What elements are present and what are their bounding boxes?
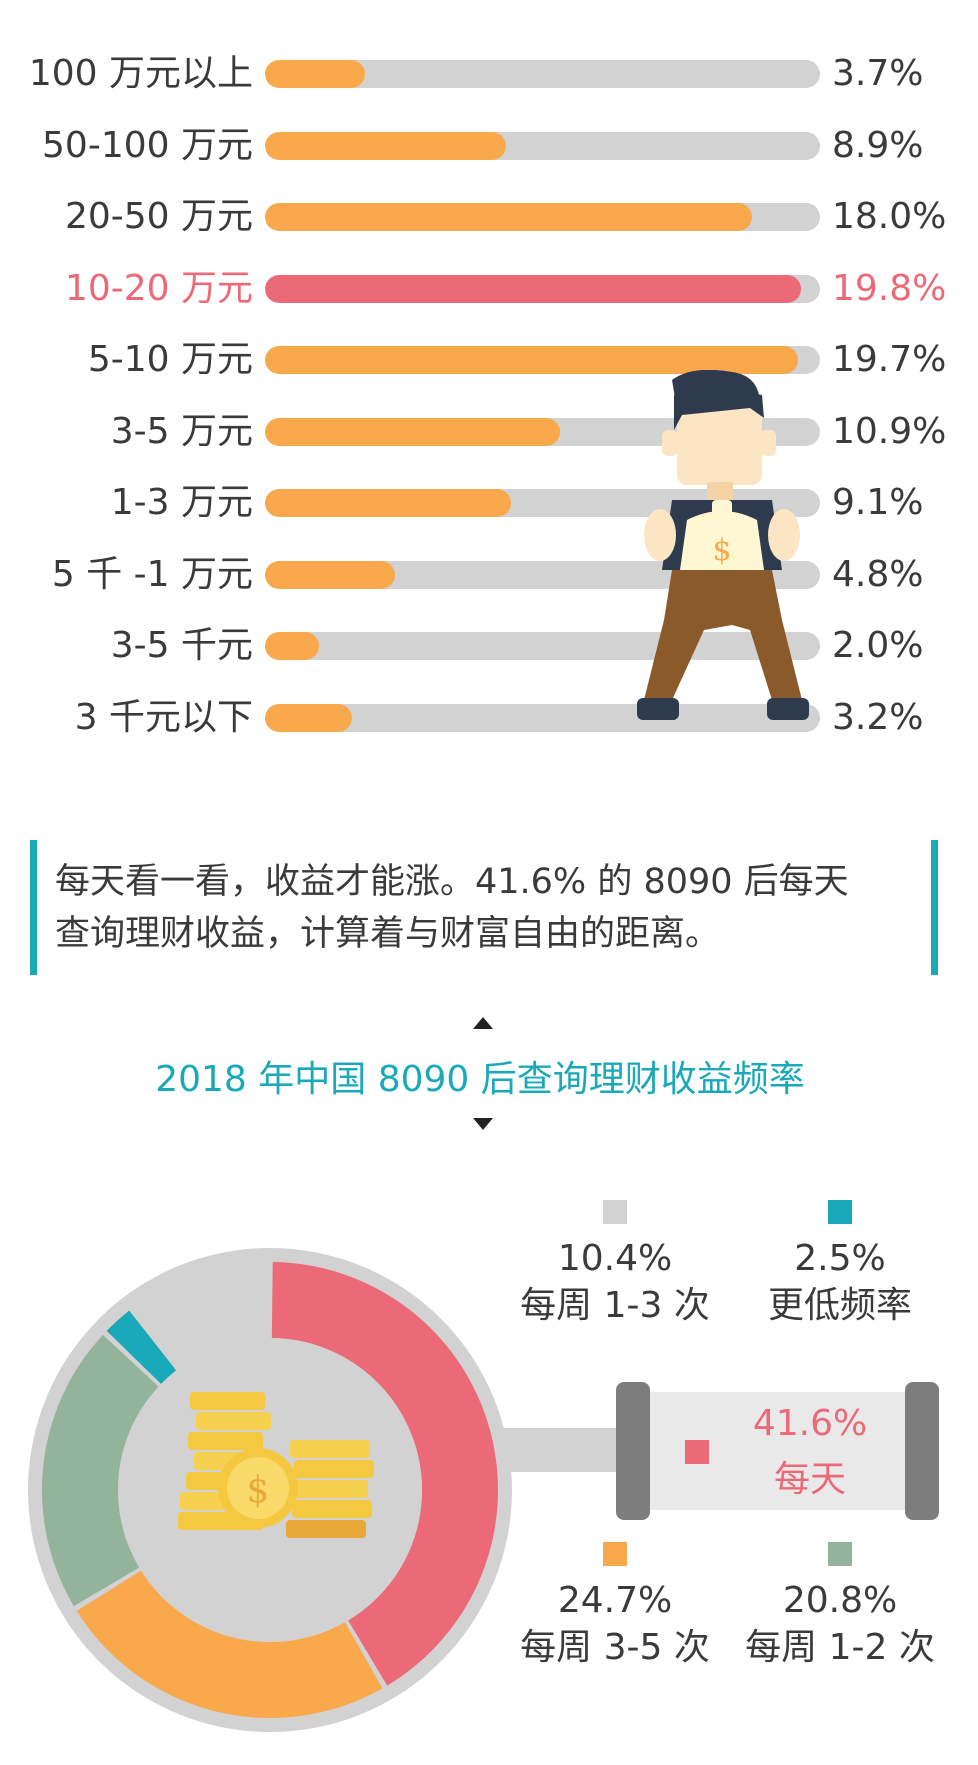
legend-swatch-sage	[828, 1542, 852, 1566]
bar-row: 3-5 万元 10.9%	[0, 404, 978, 460]
legend-swatch-gray	[603, 1200, 627, 1224]
bar	[265, 417, 561, 446]
legend-label-weekly-3-5: 每周 3-5 次	[520, 1627, 710, 1668]
bar-value-label: 9.1%	[832, 482, 924, 523]
bar-category-label: 10-20 万元	[64, 267, 253, 309]
triangle-up-icon	[473, 1017, 493, 1029]
caption-line-2: 查询理财收益，计算着与财富自由的距离。	[55, 914, 721, 954]
donut-slice	[106, 1310, 177, 1384]
bar-category-label: 20-50 万元	[64, 196, 253, 237]
bar-track	[265, 703, 820, 732]
bar-category-label: 1-3 万元	[110, 482, 253, 523]
legend-weekly-1-2: 20.8% 每周 1-2 次	[725, 1542, 955, 1672]
bar-value-label: 19.8%	[832, 267, 947, 309]
legend-weekly-3-5: 24.7% 每周 3-5 次	[500, 1542, 730, 1672]
bar-row: 3 千元以下 3.2%	[0, 690, 978, 746]
donut-slice	[133, 1262, 269, 1369]
bar-value-label: 4.8%	[832, 553, 924, 595]
legend-label-weekly-1-3: 每周 1-3 次	[520, 1285, 710, 1326]
legend-weekly-1-3: 10.4% 每周 1-3 次	[500, 1200, 730, 1330]
bar-value-label: 8.9%	[832, 124, 924, 166]
caption-line-1: 每天看一看，收益才能涨。41.6% 的 8090 后每天	[55, 862, 849, 902]
query-frequency-donut-chart: $ 10.4% 每周 1-3 次 2.5% 更低频率 41.6% 每天 24.7…	[0, 1180, 978, 1765]
bar	[265, 632, 320, 660]
bar-value-label: 2.0%	[832, 625, 924, 666]
caption-box: 每天看一看，收益才能涨。41.6% 的 8090 后每天 查询理财收益，计算着与…	[30, 840, 938, 975]
donut-svg: $	[28, 1248, 939, 1732]
bar-row: 5-10 万元 19.7%	[0, 332, 978, 388]
donut-slice	[271, 1262, 498, 1686]
legend-pct-lower-frequency: 2.5%	[794, 1238, 886, 1279]
bar-category-label: 5-10 万元	[87, 339, 253, 380]
bar	[265, 60, 366, 88]
donut-chart-title: 2018 年中国 8090 后查询理财收益频率	[155, 1059, 805, 1100]
legend-swatch-teal	[828, 1200, 852, 1224]
bar-track	[265, 203, 820, 231]
bar	[265, 131, 506, 160]
bar-value-label: 3.7%	[832, 53, 924, 94]
legend-swatch-orange	[603, 1542, 627, 1566]
legend-label-weekly-1-2: 每周 1-2 次	[745, 1627, 935, 1668]
legend-label-lower-frequency: 更低频率	[767, 1285, 912, 1326]
bar-value-label: 19.7%	[832, 339, 947, 380]
bar-row: 20-50 万元 18.0%	[0, 189, 978, 245]
legend-pct-weekly-1-2: 20.8%	[782, 1580, 898, 1621]
bar-row: 1-3 万元 9.1%	[0, 475, 978, 531]
caption-right-border	[931, 840, 938, 975]
handle-cap-left	[616, 1382, 650, 1520]
bar	[265, 203, 753, 231]
donut-slice	[41, 1334, 159, 1607]
legend-label-daily: 每天	[773, 1459, 846, 1500]
caption-text: 每天看一看，收益才能涨。41.6% 的 8090 后每天 查询理财收益，计算着与…	[55, 856, 915, 960]
donut-slice	[76, 1570, 383, 1718]
svg-text:$: $	[712, 533, 731, 568]
legend-pct-weekly-3-5: 24.7%	[557, 1580, 673, 1621]
bar-category-label: 50-100 万元	[42, 124, 253, 166]
bar-row: 100 万元以上 3.7%	[0, 46, 978, 102]
legend-swatch-pink	[685, 1440, 709, 1464]
bar	[265, 346, 799, 374]
income-bar-chart: 100 万元以上 3.7% 50-100 万元 8.9% 20-50 万元 18.0% 10…	[0, 0, 978, 760]
bar-row: 10-20 万元 19.8%	[0, 261, 978, 317]
bar-category-label: 3-5 千元	[110, 625, 253, 666]
handle-cap-right	[905, 1382, 939, 1520]
bar-track	[265, 346, 820, 374]
bar-track	[265, 131, 820, 160]
bar-value-label: 18.0%	[832, 196, 947, 237]
triangle-down-icon	[473, 1118, 493, 1130]
bar-track	[265, 60, 820, 88]
bar	[265, 560, 395, 589]
caption-left-border	[30, 840, 37, 975]
bar-row: 50-100 万元 8.9%	[0, 118, 978, 174]
bar-track	[265, 274, 820, 303]
bar-value-label: 10.9%	[832, 410, 947, 452]
bar-category-label: 3 千元以下	[74, 696, 253, 738]
bar-value-label: 3.2%	[832, 696, 924, 738]
legend-pct-weekly-1-3: 10.4%	[557, 1238, 673, 1279]
legend-lower-frequency: 2.5% 更低频率	[725, 1200, 955, 1330]
bar-row: 3-5 千元 2.0%	[0, 618, 978, 674]
bar	[265, 274, 802, 303]
man-holding-money-bag-icon: $	[637, 370, 809, 720]
svg-text:$: $	[247, 1470, 270, 1511]
bar-row: 5 千 -1 万元 4.8%	[0, 547, 978, 603]
bar	[265, 489, 512, 517]
bar-category-label: 5 千 -1 万元	[51, 553, 253, 595]
legend-daily-highlight: 41.6% 每天	[635, 1395, 935, 1505]
bar-track	[265, 632, 820, 660]
coin-stack-icon: $	[178, 1392, 374, 1538]
magnifier-handle	[630, 1392, 920, 1510]
legend-pct-daily: 41.6%	[752, 1403, 868, 1444]
bar-category-label: 3-5 万元	[110, 410, 253, 452]
bar	[265, 703, 352, 732]
bar-category-label: 100 万元以上	[28, 53, 253, 94]
